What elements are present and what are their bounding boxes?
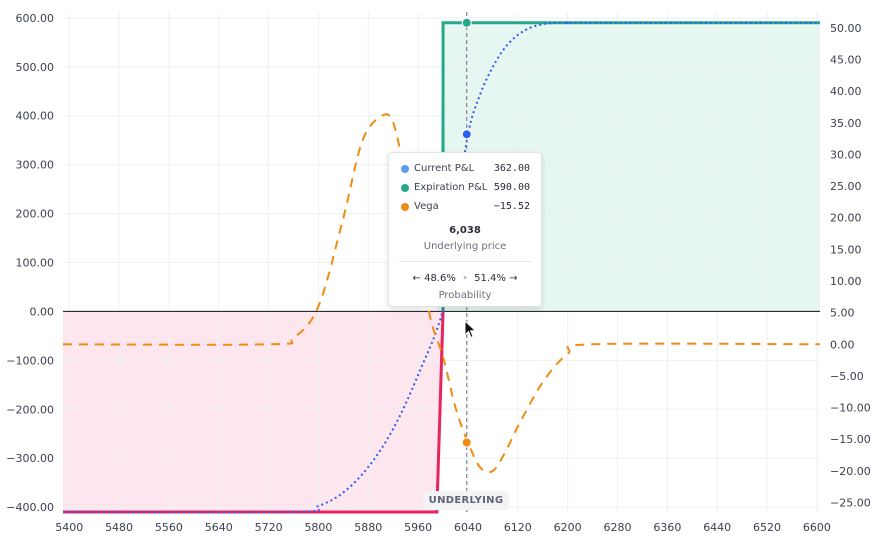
vega-marker [461, 437, 472, 448]
x-tick-label: 6280 [604, 521, 632, 534]
x-tick-label: 6120 [504, 521, 532, 534]
x-tick-label: 5400 [55, 521, 83, 534]
tooltip-row-expiration: Expiration P&L 590.00 [401, 180, 530, 196]
y-left-tick-label: −100.00 [6, 354, 54, 367]
y-right-tick-label: 15.00 [830, 243, 862, 256]
x-tick-label: 5560 [155, 521, 183, 534]
y-right-tick-label: 0.00 [830, 338, 855, 351]
y-right-tick-label: 30.00 [830, 148, 862, 161]
y-left-tick-label: −300.00 [6, 452, 54, 465]
hover-tooltip: Current P&L 362.00 Expiration P&L 590.00… [388, 152, 542, 307]
y-right-tick-label: −5.00 [830, 370, 864, 383]
probability-label: Probability [438, 290, 492, 301]
y-left-tick-label: 500.00 [16, 61, 55, 74]
x-tick-label: 5960 [404, 521, 432, 534]
y-right-tick-label: 5.00 [830, 307, 855, 320]
y-left-tick-label: −200.00 [6, 403, 54, 416]
tooltip-row-current: Current P&L 362.00 [401, 161, 530, 177]
y-left-tick-label: 600.00 [16, 12, 55, 25]
loss-area [63, 311, 820, 512]
x-tick-label: 5480 [105, 521, 133, 534]
y-left-tick-label: 300.00 [16, 159, 55, 172]
y-left-tick-label: 100.00 [16, 256, 55, 269]
current-pnl-dot [401, 165, 409, 173]
x-tick-label: 6520 [753, 521, 781, 534]
vega-value: −15.52 [493, 201, 530, 212]
y-right-tick-label: −10.00 [830, 402, 871, 415]
probability-values: ← 48.6% • 51.4% → [389, 273, 541, 284]
y-left-tick-label: 400.00 [16, 110, 55, 123]
x-tick-label: 6040 [454, 521, 482, 534]
expiration-pnl-label: Expiration P&L [414, 182, 488, 193]
x-tick-label: 6200 [554, 521, 582, 534]
tooltip-divider [399, 261, 531, 262]
arrow-right-icon: → [509, 273, 518, 284]
y-left-tick-label: 200.00 [16, 208, 55, 221]
cursor-markers [461, 17, 472, 448]
mouse-cursor-icon [464, 320, 477, 339]
vega-line [62, 113, 821, 474]
probability-right: 51.4% [474, 273, 506, 284]
x-tick-label: 5720 [255, 521, 283, 534]
probability-separator: • [462, 273, 468, 284]
x-tick-label: 5640 [205, 521, 233, 534]
probability-left: 48.6% [424, 273, 456, 284]
current-pnl-line [62, 21, 820, 514]
expiration-marker [461, 17, 472, 28]
vega-label: Vega [414, 201, 439, 212]
current-pnl-value: 362.00 [493, 163, 530, 174]
y-right-tick-label: 25.00 [830, 180, 862, 193]
current-marker [461, 129, 472, 140]
y-right-tick-label: 45.00 [830, 53, 862, 66]
x-tick-label: 6360 [653, 521, 681, 534]
y-right-tick-label: −20.00 [830, 465, 871, 478]
y-right-tick-label: −25.00 [830, 497, 871, 510]
y-left-tick-label: −400.00 [6, 501, 54, 514]
current-pnl-label: Current P&L [414, 163, 475, 174]
vega-dot [401, 203, 409, 211]
y-right-tick-label: 20.00 [830, 212, 862, 225]
underlying-price-label: Underlying price [423, 241, 507, 252]
chart-axes: 600.00 500.00 400.00 300.00 200.00 100.00 0.00… [6, 12, 870, 534]
y-right-tick-label: 50.00 [830, 22, 862, 35]
x-tick-label: 6440 [703, 521, 731, 534]
underlying-price-value: 6,038 [449, 225, 481, 236]
x-tick-label: 6600 [803, 521, 831, 534]
x-tick-label: 5880 [354, 521, 382, 534]
x-tick-label: 5800 [304, 521, 332, 534]
expiration-pnl-value: 590.00 [493, 182, 530, 193]
y-right-tick-label: 10.00 [830, 275, 862, 288]
arrow-left-icon: ← [412, 273, 421, 284]
y-right-tick-label: 40.00 [830, 85, 862, 98]
y-left-tick-label: 0.00 [30, 305, 55, 318]
y-right-tick-label: −15.00 [830, 433, 871, 446]
expiration-pnl-dot [401, 184, 409, 192]
y-right-tick-label: 35.00 [830, 117, 862, 130]
tooltip-row-vega: Vega −15.52 [401, 199, 530, 215]
underlying-badge: UNDERLYING [423, 491, 509, 510]
